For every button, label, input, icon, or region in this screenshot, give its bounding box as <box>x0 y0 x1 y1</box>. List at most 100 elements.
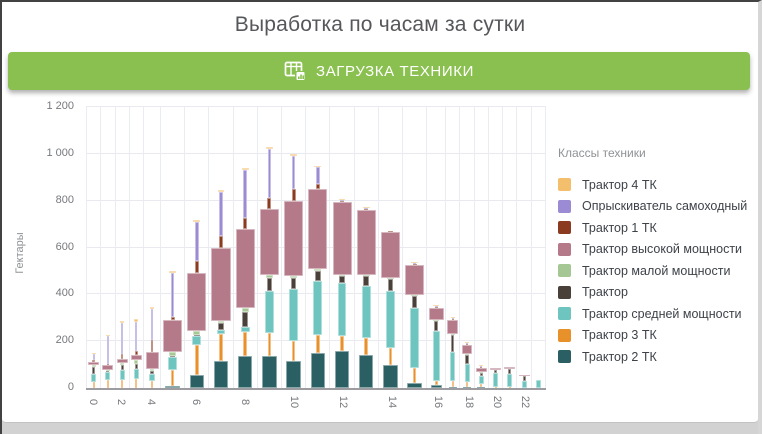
bar-segment[interactable] <box>284 200 304 277</box>
bar-segment[interactable] <box>169 352 177 356</box>
bar-segment[interactable] <box>265 147 273 150</box>
bar-segment[interactable] <box>243 331 247 357</box>
bar-segment[interactable] <box>338 275 346 277</box>
bar-segment[interactable] <box>313 281 323 335</box>
bar-column-hour-3[interactable] <box>128 106 143 388</box>
bar-segment[interactable] <box>105 370 110 372</box>
bar-segment[interactable] <box>535 379 541 388</box>
bar-segment[interactable] <box>286 361 301 388</box>
bar-segment[interactable] <box>217 190 225 193</box>
bar-segment[interactable] <box>259 209 279 276</box>
bar-column-hour-9[interactable] <box>256 106 281 388</box>
legend-item[interactable]: Трактор 1 ТК <box>558 217 758 239</box>
bar-segment[interactable] <box>235 229 255 309</box>
bar-segment[interactable] <box>106 335 109 364</box>
bar-segment[interactable] <box>521 381 527 388</box>
bar-column-hour-7[interactable] <box>208 106 232 388</box>
bar-segment[interactable] <box>434 381 438 386</box>
bar-segment[interactable] <box>92 366 96 374</box>
bar-segment[interactable] <box>465 343 469 345</box>
bar-segment[interactable] <box>102 364 114 371</box>
bar-segment[interactable] <box>405 264 425 296</box>
bar-segment[interactable] <box>386 291 395 349</box>
bar-column-hour-17[interactable] <box>445 106 459 388</box>
bar-segment[interactable] <box>508 369 512 375</box>
bar-segment[interactable] <box>338 198 346 200</box>
bar-segment[interactable] <box>194 222 199 261</box>
bar-segment[interactable] <box>290 277 297 290</box>
bar-segment[interactable] <box>428 308 444 321</box>
bar-segment[interactable] <box>135 350 138 356</box>
bar-segment[interactable] <box>92 381 95 388</box>
bar-segment[interactable] <box>169 355 176 357</box>
bar-column-hour-19[interactable] <box>473 106 488 388</box>
bar-segment[interactable] <box>91 353 96 355</box>
bar-segment[interactable] <box>364 337 368 355</box>
bar-segment[interactable] <box>105 372 111 381</box>
bar-segment[interactable] <box>218 322 224 330</box>
bar-segment[interactable] <box>189 375 204 388</box>
legend-item[interactable]: Трактор средней мощности <box>558 303 758 325</box>
bar-segment[interactable] <box>170 317 175 320</box>
bar-segment[interactable] <box>291 341 296 362</box>
bar-segment[interactable] <box>434 321 439 332</box>
bar-segment[interactable] <box>362 275 370 277</box>
bar-segment[interactable] <box>120 354 124 360</box>
bar-segment[interactable] <box>290 276 298 278</box>
bar-segment[interactable] <box>410 307 420 368</box>
bar-segment[interactable] <box>450 317 455 319</box>
bar-segment[interactable] <box>243 217 248 230</box>
bar-segment[interactable] <box>411 296 418 308</box>
bar-segment[interactable] <box>315 184 320 190</box>
bar-segment[interactable] <box>462 387 472 388</box>
bar-segment[interactable] <box>91 365 96 367</box>
bar-segment[interactable] <box>447 320 459 335</box>
bar-segment[interactable] <box>339 276 345 283</box>
bar-segment[interactable] <box>241 168 249 171</box>
bar-segment[interactable] <box>448 386 457 388</box>
bar-segment[interactable] <box>240 326 250 332</box>
bar-segment[interactable] <box>507 374 513 387</box>
bar-segment[interactable] <box>308 189 328 270</box>
bar-segment[interactable] <box>91 373 97 382</box>
bar-segment[interactable] <box>241 308 249 312</box>
bar-segment[interactable] <box>479 372 484 374</box>
bar-segment[interactable] <box>289 289 298 342</box>
bar-segment[interactable] <box>194 334 200 336</box>
bar-segment[interactable] <box>465 354 469 356</box>
bar-segment[interactable] <box>493 373 499 387</box>
bar-segment[interactable] <box>412 263 417 265</box>
bar-segment[interactable] <box>387 279 394 292</box>
bar-segment[interactable] <box>334 351 350 388</box>
bar-segment[interactable] <box>412 367 417 384</box>
bar-segment[interactable] <box>265 275 273 278</box>
bar-segment[interactable] <box>149 306 155 310</box>
bar-segment[interactable] <box>211 247 231 322</box>
bar-column-hour-11[interactable] <box>305 106 329 388</box>
bar-segment[interactable] <box>364 208 369 210</box>
bar-segment[interactable] <box>170 369 175 386</box>
bar-segment[interactable] <box>290 154 298 156</box>
bar-segment[interactable] <box>145 352 159 369</box>
legend-item[interactable]: Опрыскиватель самоходный <box>558 196 758 218</box>
bar-segment[interactable] <box>150 309 154 340</box>
bar-segment[interactable] <box>340 199 344 202</box>
bar-segment[interactable] <box>163 319 183 353</box>
bar-column-hour-1[interactable] <box>100 106 114 388</box>
bar-segment[interactable] <box>388 230 393 232</box>
bar-segment[interactable] <box>450 334 455 336</box>
bar-column-hour-21[interactable] <box>502 106 516 388</box>
bar-segment[interactable] <box>116 359 128 363</box>
bar-segment[interactable] <box>434 307 438 309</box>
bar-segment[interactable] <box>493 369 498 374</box>
bar-segment[interactable] <box>461 344 473 355</box>
bar-segment[interactable] <box>267 332 272 357</box>
bar-segment[interactable] <box>451 335 455 352</box>
legend-item[interactable]: Трактор <box>558 282 758 304</box>
bar-column-hour-2[interactable] <box>114 106 129 388</box>
bar-column-hour-5[interactable] <box>159 106 184 388</box>
bar-segment[interactable] <box>264 291 274 333</box>
bar-column-hour-14[interactable] <box>377 106 402 388</box>
bar-segment[interactable] <box>314 269 322 272</box>
bar-segment[interactable] <box>315 271 321 282</box>
